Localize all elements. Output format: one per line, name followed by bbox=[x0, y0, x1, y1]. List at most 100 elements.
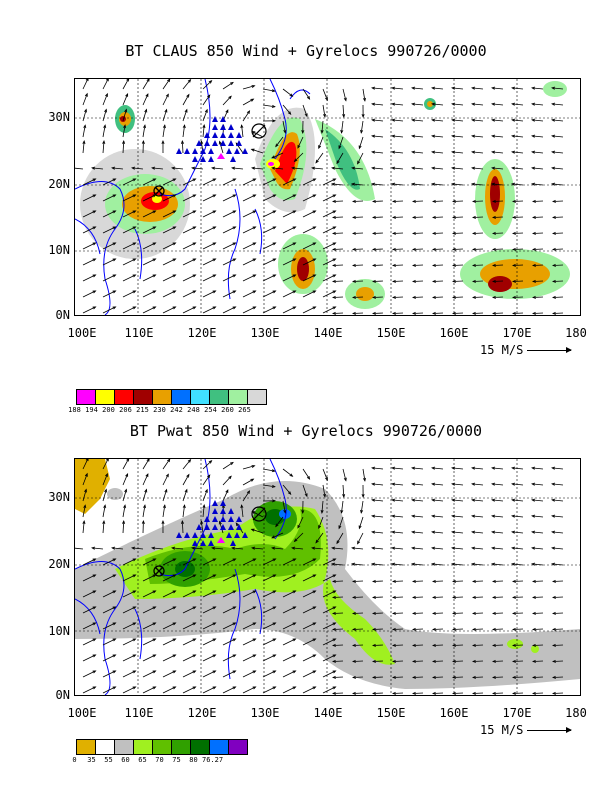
wind-arrow bbox=[182, 226, 196, 234]
wind-arrow bbox=[262, 622, 276, 630]
wind-arrow-head bbox=[361, 114, 365, 119]
wind-arrow bbox=[82, 290, 96, 298]
triangle-marker bbox=[184, 148, 190, 154]
wind-arrow-head bbox=[531, 86, 536, 90]
wind-arrow bbox=[352, 167, 364, 170]
wind-arrow-head bbox=[92, 558, 97, 562]
wind-arrow bbox=[294, 152, 304, 162]
wind-arrow-head bbox=[144, 488, 148, 493]
wind-arrow-head bbox=[232, 178, 237, 182]
wind-arrow bbox=[122, 194, 136, 202]
triangle-marker bbox=[220, 524, 226, 530]
wind-arrow bbox=[452, 515, 464, 518]
wind-arrow-head bbox=[451, 595, 456, 599]
wind-arrow bbox=[122, 654, 136, 662]
wind-arrow bbox=[82, 125, 86, 138]
wind-arrow bbox=[202, 670, 216, 678]
wind-arrow-head bbox=[471, 627, 476, 631]
wind-arrow-head bbox=[252, 242, 257, 246]
wind-arrow-head bbox=[331, 611, 336, 615]
wind-arrow-head bbox=[332, 194, 337, 198]
wind-arrow bbox=[242, 85, 255, 90]
wind-arrow-head bbox=[91, 546, 96, 550]
wind-arrow-head bbox=[132, 574, 137, 578]
wind-arrow-head bbox=[212, 574, 217, 578]
wind-arrow-head bbox=[275, 523, 279, 528]
wind-arrow-head bbox=[272, 574, 277, 578]
legend-label: 70 bbox=[155, 756, 164, 764]
wind-arrow-head bbox=[312, 654, 317, 658]
wind-arrow bbox=[262, 484, 275, 488]
wind-arrow-head bbox=[371, 643, 376, 647]
wind-arrow bbox=[532, 531, 544, 534]
wind-arrow-head bbox=[391, 627, 396, 631]
wind-arrow bbox=[512, 135, 524, 138]
wind-arrow bbox=[262, 210, 276, 218]
wind-arrow-head bbox=[371, 546, 376, 550]
wind-arrow-head bbox=[151, 166, 156, 170]
wind-arrow bbox=[132, 547, 144, 550]
wind-arrow bbox=[202, 178, 216, 186]
wind-arrow-head bbox=[531, 562, 536, 566]
wind-arrow-head bbox=[451, 150, 456, 154]
wind-arrow bbox=[82, 606, 96, 614]
wind-arrow-head bbox=[431, 311, 436, 315]
wind-arrow-head bbox=[132, 194, 137, 198]
wind-arrow-head bbox=[551, 691, 556, 695]
wind-arrow-head bbox=[252, 558, 257, 562]
wind-arrow-head bbox=[167, 79, 171, 83]
wind-arrow-head bbox=[411, 611, 416, 615]
wind-arrow bbox=[142, 290, 156, 298]
wind-arrow-head bbox=[162, 504, 166, 509]
wind-arrow-head bbox=[152, 606, 157, 610]
wind-arrow bbox=[342, 104, 345, 117]
wind-arrow bbox=[302, 306, 316, 314]
wind-arrow bbox=[122, 93, 129, 106]
wind-arrow-head bbox=[252, 290, 257, 294]
wind-arrow bbox=[512, 515, 524, 518]
wind-arrow bbox=[332, 563, 344, 566]
wind-arrow bbox=[532, 183, 544, 186]
wind-arrow-head bbox=[371, 514, 376, 518]
wind-arrow-head bbox=[336, 540, 340, 545]
wind-arrow-head bbox=[232, 558, 237, 562]
wind-arrow bbox=[372, 119, 384, 122]
wind-arrow-head bbox=[232, 670, 237, 674]
wind-arrow-head bbox=[172, 558, 177, 562]
wind-arrow-head bbox=[351, 182, 356, 186]
wind-arrow-head bbox=[551, 466, 556, 470]
wind-arrow bbox=[142, 638, 156, 646]
wind-arrow-head bbox=[531, 595, 536, 599]
wind-arrow bbox=[162, 194, 176, 202]
wind-arrow bbox=[242, 178, 256, 186]
wind-arrow bbox=[492, 483, 504, 486]
wind-arrow bbox=[182, 505, 185, 518]
wind-arrow-head bbox=[212, 558, 217, 562]
wind-arrow-head bbox=[212, 638, 217, 642]
wind-arrow-head bbox=[161, 139, 165, 144]
wind-arrow bbox=[142, 606, 156, 614]
wind-arrow-head bbox=[271, 484, 276, 488]
wind-arrow bbox=[102, 178, 116, 186]
wind-arrow-head bbox=[551, 514, 556, 518]
claus-map-svg bbox=[75, 79, 580, 315]
wind-arrow bbox=[432, 547, 444, 550]
pwat-map-svg bbox=[75, 459, 580, 695]
wind-arrow-head bbox=[312, 670, 317, 674]
wind-arrow bbox=[302, 274, 316, 282]
wind-arrow-head bbox=[292, 686, 297, 690]
wind-arrow bbox=[342, 468, 347, 481]
wind-arrow-head bbox=[202, 504, 206, 509]
wind-arrow-head bbox=[491, 247, 496, 251]
wind-arrow bbox=[262, 178, 276, 186]
wind-arrow-head bbox=[371, 182, 376, 186]
wind-arrow bbox=[202, 622, 216, 630]
wind-arrow-head bbox=[192, 242, 197, 246]
triangle-marker bbox=[230, 156, 236, 162]
wind-arrow-head bbox=[271, 155, 276, 159]
wind-arrow-head bbox=[306, 476, 311, 480]
wind-arrow-head bbox=[231, 166, 236, 170]
wind-arrow-head bbox=[132, 274, 137, 278]
wind-arrow-head bbox=[391, 530, 396, 534]
wind-arrow-head bbox=[491, 675, 496, 679]
